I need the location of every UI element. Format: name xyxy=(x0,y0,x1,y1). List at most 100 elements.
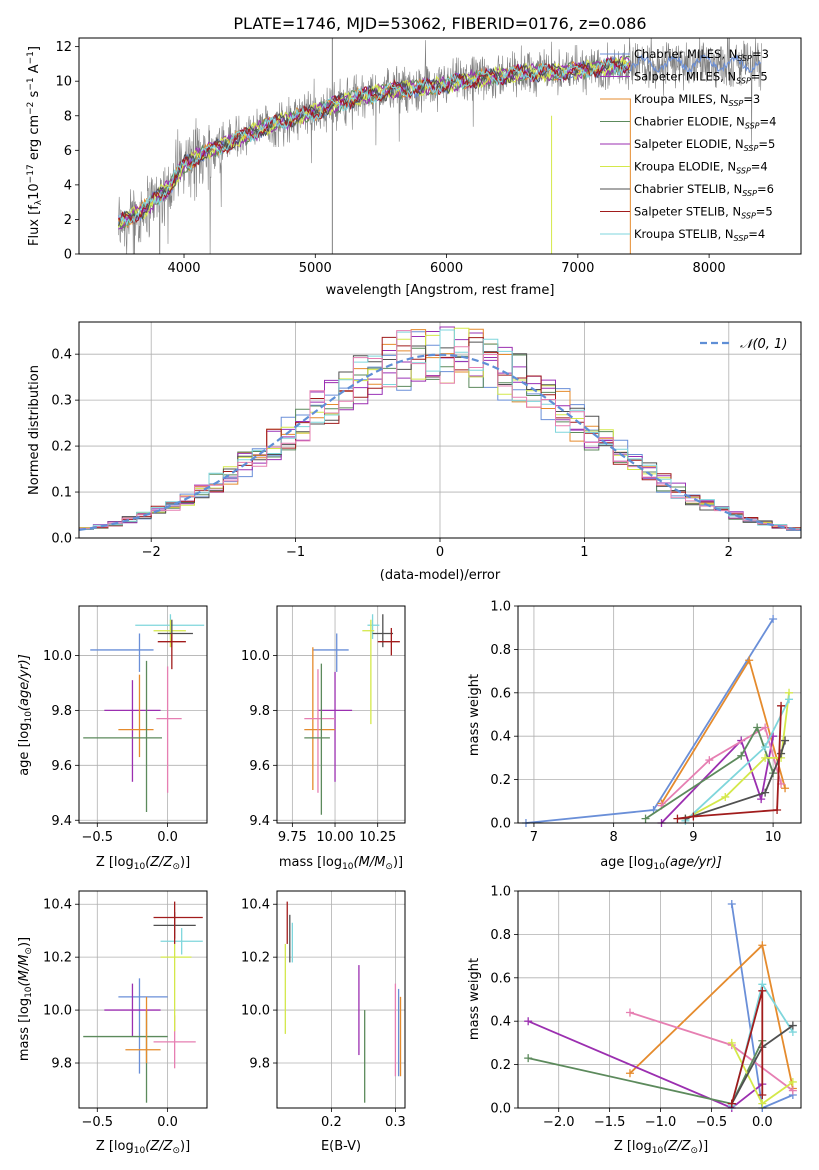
agez-point xyxy=(90,633,154,672)
agez-point xyxy=(135,614,205,639)
spectrum-ytick-label: 0 xyxy=(64,248,72,263)
residual-histogram xyxy=(79,330,801,530)
residuals-ytick-label: 0.3 xyxy=(51,394,72,409)
model-spectrum-line xyxy=(117,59,631,226)
wz-ytick-label: 0.0 xyxy=(490,1102,511,1117)
agem-xtick-label: 9.75 xyxy=(278,830,307,845)
wage-marker xyxy=(785,695,794,704)
legend-label: Chabrier MILES, NSSP=3 xyxy=(634,47,769,63)
residuals-ytick-label: 0.2 xyxy=(51,440,72,455)
residuals-xtick-label: 0 xyxy=(436,545,444,560)
wz-xtick-label: −1.0 xyxy=(645,1115,677,1130)
age-vs-mass-panel: 9.75 10.00 10.25 9.4 9.6 9.8 10.0 xyxy=(241,605,406,845)
spectrum-xtick-label: 6000 xyxy=(430,261,463,276)
wz-marker xyxy=(758,1090,767,1099)
wage-ytick-label: 1.0 xyxy=(490,600,511,615)
legend-label: Chabrier ELODIE, NSSP=4 xyxy=(634,115,776,131)
wz-marker xyxy=(625,1008,634,1017)
mz-point xyxy=(160,928,203,955)
spectrum-ylabel: Flux [fλ10−17 erg cm−2 s−1 A−1] xyxy=(26,46,44,246)
agem-point xyxy=(317,671,353,782)
wage-series xyxy=(681,688,794,823)
mass-vs-metallicity-panel: −0.5 0.0 9.8 10.0 10.2 10.4 xyxy=(43,890,208,1130)
me-xtick-label: 0.2 xyxy=(321,1115,342,1130)
wage-xtick-label: 10 xyxy=(765,830,782,845)
spectrum-frame xyxy=(78,37,802,255)
residuals-xtick-label: 1 xyxy=(580,545,588,560)
agem-xtick-label: 10.25 xyxy=(359,830,396,845)
spectrum-ytick-label: 10 xyxy=(55,75,72,90)
agez-point xyxy=(157,619,193,648)
model-spectrum-line xyxy=(117,55,631,224)
wage-ytick-label: 0.0 xyxy=(490,817,511,832)
agez-ytick-label: 9.4 xyxy=(51,814,72,829)
residual-histogram xyxy=(79,329,801,530)
residuals-legend: 𝒩(0, 1) xyxy=(700,337,787,352)
residuals-xtick-label: −2 xyxy=(142,545,161,560)
agem-point xyxy=(362,619,375,725)
wage-marker xyxy=(773,805,782,814)
wage-xtick-label: 7 xyxy=(530,830,538,845)
residuals-ytick-label: 0.4 xyxy=(51,348,72,363)
residuals-xlabel: (data-model)/error xyxy=(380,568,501,583)
agez-point xyxy=(83,660,162,813)
spectrum-xtick-label: 4000 xyxy=(167,261,200,276)
mz-ytick-label: 9.8 xyxy=(51,1057,72,1072)
wage-marker xyxy=(761,788,770,797)
me-ytick-label: 10.2 xyxy=(241,951,270,966)
wz-marker xyxy=(788,1021,797,1030)
wz-xtick-label: −0.5 xyxy=(696,1115,728,1130)
agez-ytick-label: 10.0 xyxy=(43,649,72,664)
weight-vs-age-panel: 7 8 9 10 0.0 0.2 0.4 0.6 0.8 1.0 xyxy=(490,600,802,845)
spectrum-ytick-label: 4 xyxy=(64,178,72,193)
spectrum-panel: 4000 5000 6000 7000 8000 0 2 4 6 8 10 12 Chabrier M… xyxy=(26,37,802,298)
wz-xlabel: Z [log10(Z/Z⊙)] xyxy=(614,1139,708,1156)
agem-point xyxy=(367,614,380,639)
wage-series xyxy=(521,615,778,827)
wz-ytick-label: 0.2 xyxy=(490,1058,511,1073)
wage-ytick-label: 0.6 xyxy=(490,686,511,701)
wage-xlabel: age [log10(age/yr)] xyxy=(600,855,722,872)
agez-ytick-label: 9.6 xyxy=(51,759,72,774)
wage-marker xyxy=(757,795,766,804)
mz-xtick-label: −0.5 xyxy=(81,1115,113,1130)
agem-xtick-label: 10.00 xyxy=(316,830,353,845)
wz-series xyxy=(727,986,767,1108)
age-vs-metallicity-panel: −0.5 0.0 9.4 9.6 9.8 10.0 xyxy=(43,605,208,845)
spectrum-model-lines xyxy=(117,54,762,230)
mz-point xyxy=(83,1010,168,1103)
residuals-xtick-label: −1 xyxy=(286,545,305,560)
mz-ylabel: mass [log10(M/M⊙)] xyxy=(17,937,34,1061)
weight-vs-metallicity-panel: −2.0 −1.5 −1.0 −0.5 0.0 0.0 0.2 0.4 0.6 0.8 1.0 xyxy=(490,885,802,1130)
agez-point xyxy=(118,674,154,758)
wz-frame xyxy=(517,890,802,1109)
wz-marker xyxy=(758,1099,767,1108)
legend-label: Salpeter ELODIE, NSSP=5 xyxy=(634,137,775,153)
mz-point xyxy=(125,996,161,1064)
wz-marker xyxy=(524,1017,533,1026)
wage-marker xyxy=(753,723,762,732)
spectrum-legend: Chabrier MILES, NSSP=3 Salpeter MILES, NS… xyxy=(600,47,776,243)
wage-marker xyxy=(761,723,770,732)
me-xtick-label: 0.3 xyxy=(385,1115,406,1130)
agem-ytick-label: 9.8 xyxy=(249,704,270,719)
wz-series xyxy=(524,1036,767,1108)
mz-frame xyxy=(78,890,208,1109)
agem-point xyxy=(312,633,349,672)
agez-ytick-label: 9.8 xyxy=(51,704,72,719)
wz-ytick-label: 0.8 xyxy=(490,928,511,943)
wz-marker xyxy=(758,986,767,995)
agez-point xyxy=(156,666,182,793)
legend-label: Kroupa STELIB, NSSP=4 xyxy=(634,227,765,243)
mz-ytick-label: 10.2 xyxy=(43,951,72,966)
agem-xlabel: mass [log10(M/M⊙)] xyxy=(279,855,403,872)
wage-marker xyxy=(673,814,682,823)
spectrum-ytick-label: 12 xyxy=(55,40,72,55)
agem-ytick-label: 10.0 xyxy=(241,649,270,664)
agez-point xyxy=(104,680,161,782)
agem-ytick-label: 9.6 xyxy=(249,759,270,774)
wage-marker xyxy=(769,615,778,624)
model-spectrum-line xyxy=(117,58,631,227)
me-ytick-label: 10.4 xyxy=(241,898,270,913)
spectrum-xtick-label: 7000 xyxy=(561,261,594,276)
